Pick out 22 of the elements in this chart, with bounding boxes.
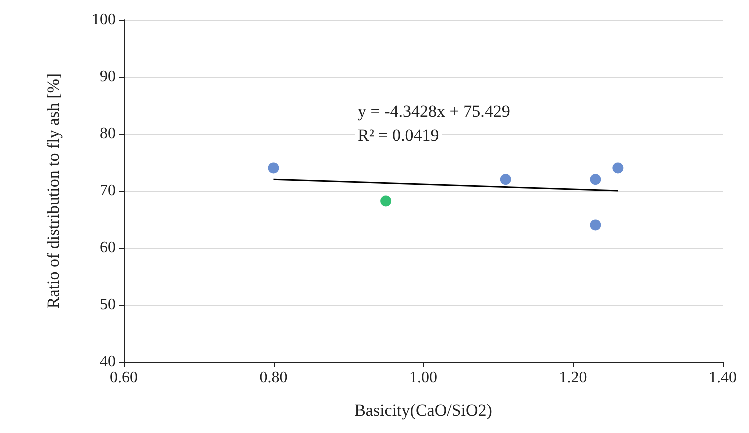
point [268,162,280,174]
y-axis-title: Ratio of distribution to fly ash [%] [44,73,63,309]
y-tick-label: 70 [100,182,116,200]
x-tick-label: 0.80 [260,370,288,386]
y-tick-label: 90 [100,68,116,86]
y-tick-label: 100 [92,12,116,28]
y-tick-label: 60 [100,240,116,256]
point [612,162,624,174]
y-tick-label: 50 [100,296,116,314]
x-tick-label: 1.20 [559,370,588,386]
point [500,174,512,186]
point [380,196,392,207]
y-tick-label: 40 [100,354,116,370]
point [590,220,602,231]
annotation: y = -4.3428x + 75.429 [358,102,510,121]
x-tick-label: 0.60 [110,370,138,386]
x-tick-label: 1.40 [709,370,737,386]
annotation: R² = 0.0419 [358,126,440,145]
point [590,174,602,186]
x-tick-label: 1.00 [410,370,438,386]
x-axis-title: Basicity(CaO/SiO2) [354,401,492,420]
y-tick-label: 80 [100,126,116,142]
